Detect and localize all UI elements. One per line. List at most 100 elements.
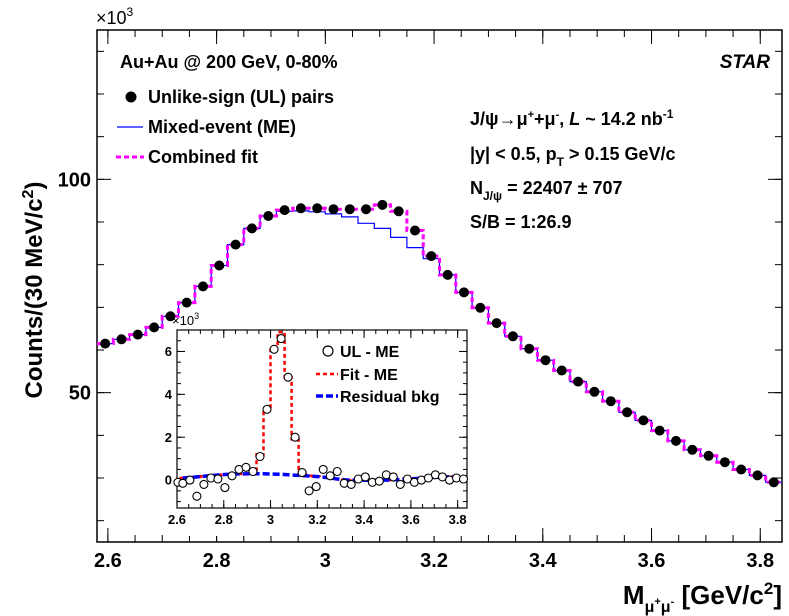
- ul-me-data-point: [199, 479, 209, 489]
- ul-data-point: [214, 260, 225, 271]
- ul-data-point: [230, 239, 241, 250]
- x-tick-label: 3.6: [638, 550, 666, 572]
- ul-data-point: [377, 199, 388, 210]
- ul-data-point: [638, 415, 649, 426]
- main-ticks: 2.6 2.8 3 3.2 3.4 3.6 3.8 50 100: [58, 30, 782, 572]
- ul-data-point: [344, 204, 355, 215]
- ul-me-data-point: [374, 476, 384, 486]
- main-exponent-label: ×103: [96, 5, 134, 28]
- ul-data-point: [524, 343, 535, 354]
- ul-data-point: [132, 329, 143, 340]
- ul-data-point: [181, 297, 192, 308]
- inset-legend: UL - ME Fit - ME Residual bkg: [316, 344, 440, 406]
- ul-data-point: [589, 386, 600, 397]
- ul-me-data-point: [227, 471, 237, 481]
- ul-me-data-point: [297, 468, 307, 478]
- ul-me-data-point: [255, 451, 265, 462]
- ul-me-data-point: [304, 486, 314, 496]
- x-tick-label: 3.4: [355, 512, 374, 527]
- ul-data-point: [475, 302, 486, 313]
- x-tick-label: 3.2: [420, 550, 448, 572]
- ul-me-data-point: [220, 483, 230, 493]
- info-line-yield: NJ/ψ = 22407 ± 707: [470, 178, 623, 203]
- y-tick-label: 50: [69, 383, 91, 405]
- ul-data-point: [736, 464, 747, 475]
- ul-data-point: [149, 322, 160, 333]
- legend-label-fit: Combined fit: [148, 147, 258, 167]
- x-tick-label: 3.6: [402, 512, 420, 527]
- y-tick-label: 6: [165, 344, 172, 359]
- ul-data-point: [459, 287, 469, 298]
- ul-data-point: [687, 444, 698, 455]
- ul-me-data-point: [290, 432, 300, 442]
- ul-data-point: [263, 211, 274, 221]
- inset-ticks: 2.6 2.8 3 3.2 3.4 3.6 3.8 0 2 4 6: [165, 329, 467, 527]
- ul-data-point: [295, 203, 306, 214]
- ul-me-data-point: [458, 474, 469, 484]
- main-x-axis-label: Mμ+μ- [GeV/c2]: [623, 579, 782, 616]
- experiment-label: STAR: [720, 52, 771, 73]
- main-legend: Unlike-sign (UL) pairs Mixed-event (ME) …: [116, 87, 334, 167]
- ul-me-data-point: [269, 344, 279, 354]
- x-tick-label: 3.8: [449, 512, 467, 527]
- x-tick-label: 2.6: [94, 550, 122, 572]
- x-tick-label: 3: [267, 512, 274, 527]
- ul-data-point: [426, 251, 437, 262]
- ul-data-point: [540, 355, 551, 366]
- ul-data-point: [100, 338, 111, 349]
- y-tick-label: 0: [165, 473, 172, 488]
- main-y-axis-label: Counts/(30 MeV/c2): [20, 182, 48, 399]
- x-tick-label: 2.8: [203, 550, 231, 572]
- ul-data-point: [393, 206, 404, 217]
- y-tick-label: 100: [58, 169, 91, 191]
- ul-data-point: [279, 205, 290, 216]
- ul-data-point: [622, 407, 633, 418]
- ul-data-point: [719, 457, 730, 468]
- ul-data-point: [671, 435, 681, 446]
- inset-legend-label-fit-me: Fit - ME: [340, 367, 398, 384]
- analysis-info: J/ψ→μ++μ-, L ~ 14.2 nb-1 |y| < 0.5, pT >…: [470, 107, 676, 232]
- x-tick-label: 3.4: [529, 550, 558, 572]
- info-line-decay: J/ψ→μ++μ-, L ~ 14.2 nb-1: [470, 107, 674, 129]
- ul-me-data-point: [311, 482, 321, 492]
- ul-me-data-point: [325, 471, 335, 481]
- ul-data-point: [116, 334, 127, 345]
- legend-label-ul: Unlike-sign (UL) pairs: [148, 87, 334, 107]
- inset-exponent-label: ×103: [172, 311, 199, 328]
- main-series: [97, 199, 782, 488]
- inset-legend-label-ul-me: UL - ME: [340, 344, 400, 361]
- x-tick-label: 3.2: [308, 512, 326, 527]
- ul-data-point: [442, 269, 453, 280]
- ul-data-point: [328, 204, 339, 215]
- ul-me-data-point: [332, 466, 342, 477]
- x-tick-label: 3: [320, 550, 331, 572]
- info-line-sb: S/B = 1:26.9: [470, 212, 572, 232]
- ul-data-point: [654, 425, 665, 436]
- inset-legend-marker-ul-me: [322, 345, 334, 357]
- ul-data-point: [361, 204, 372, 215]
- info-line-cuts: |y| < 0.5, pT > 0.15 GeV/c: [470, 144, 676, 169]
- ul-me-data-point: [388, 472, 398, 482]
- ul-me-data-point: [283, 372, 293, 382]
- y-tick-label: 4: [165, 387, 173, 402]
- ul-me-data-point: [185, 475, 195, 485]
- combined-fit-line: [97, 203, 782, 484]
- ul-data-point: [768, 477, 779, 488]
- ul-data-point: [752, 470, 763, 481]
- ul-me-data-point: [318, 464, 328, 474]
- legend-label-me: Mixed-event (ME): [148, 117, 296, 137]
- ul-me-data-point: [192, 491, 202, 501]
- x-tick-label: 2.6: [168, 512, 186, 527]
- y-tick-label: 2: [165, 430, 172, 445]
- inset-legend-label-bkg: Residual bkg: [340, 389, 440, 406]
- main-plot-frame: [96, 29, 783, 543]
- ul-data-point: [507, 331, 518, 342]
- ul-me-data-point: [360, 472, 370, 482]
- ul-data-point: [165, 311, 176, 322]
- x-tick-label: 3.8: [746, 550, 774, 572]
- legend-marker-ul: [125, 91, 137, 103]
- collision-system-text: Au+Au @ 200 GeV, 0-80%: [120, 52, 338, 72]
- ul-me-data-point: [241, 462, 251, 472]
- ul-data-point: [491, 318, 502, 329]
